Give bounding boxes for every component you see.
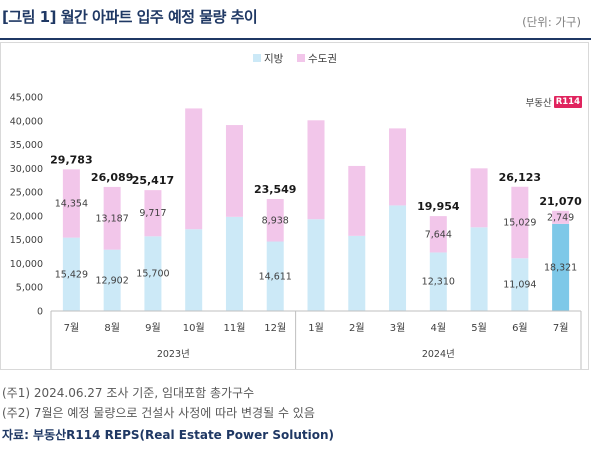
- value-label-capital: 9,717: [139, 208, 166, 219]
- unit-label: (단위: 가구): [522, 15, 581, 29]
- bar-region: [103, 249, 121, 311]
- x-tick-label: 1월: [308, 322, 324, 334]
- total-label: 29,783: [50, 153, 92, 166]
- value-label-capital: 2,749: [547, 212, 574, 223]
- x-tick-label: 6월: [512, 322, 528, 334]
- bar-region: [144, 236, 162, 311]
- y-tick-label: 5,000: [16, 283, 43, 294]
- bar-capital: [144, 190, 162, 237]
- bar-region: [429, 252, 447, 311]
- bar-region: [470, 227, 488, 311]
- value-label-region: 11,094: [503, 280, 536, 291]
- footnote-1: (주1) 2024.06.27 조사 기준, 임대포함 총가구수: [2, 386, 255, 400]
- title-rule: [0, 38, 591, 40]
- footnote-2: (주2) 7월은 예정 물량으로 건설사 사정에 따라 변경될 수 있음: [2, 406, 315, 420]
- y-tick-label: 40,000: [10, 116, 43, 127]
- x-tick-label: 7월: [64, 322, 80, 334]
- x-tick-label: 5월: [471, 322, 487, 334]
- bar-capital: [389, 128, 407, 206]
- bar-region: [185, 229, 203, 311]
- bar-capital: [348, 165, 366, 236]
- y-tick-label: 15,000: [10, 235, 43, 246]
- bar-capital: [266, 199, 284, 242]
- legend-swatch-capital: [297, 54, 305, 62]
- value-label-capital: 7,644: [425, 229, 452, 240]
- logo-badge: R114: [553, 96, 582, 108]
- bar-capital: [307, 120, 325, 220]
- x-tick-label: 7월: [553, 322, 569, 334]
- bar-region: [225, 216, 243, 311]
- y-tick-label: 35,000: [10, 140, 43, 151]
- bar-capital: [511, 186, 529, 259]
- footnotes: (주1) 2024.06.27 조사 기준, 임대포함 총가구수 (주2) 7월…: [2, 383, 315, 423]
- x-tick-label: 8월: [104, 322, 120, 334]
- brand-logo: 부동산 R114: [525, 95, 582, 109]
- total-label: 26,123: [499, 171, 541, 184]
- x-tick-label: 4월: [431, 322, 447, 334]
- bar-capital: [225, 125, 243, 217]
- y-tick-label: 30,000: [10, 164, 43, 175]
- bar-region: [307, 219, 325, 311]
- x-tick-label: 9월: [145, 322, 161, 334]
- value-label-region: 15,429: [55, 269, 88, 280]
- chart-title: [그림 1] 월간 아파트 입주 예정 물량 추이: [2, 8, 258, 26]
- value-label-capital: 14,354: [55, 198, 88, 209]
- y-tick-label: 0: [37, 307, 43, 318]
- x-tick-label: 10월: [183, 322, 205, 334]
- bar-region: [266, 241, 284, 311]
- total-label: 23,549: [254, 183, 296, 196]
- legend-label-region: 지방: [264, 53, 284, 65]
- value-label-region: 12,310: [422, 277, 455, 288]
- stacked-bar-chart: 지방 수도권 0 5,000 10,000 15,000 20,000 25,000 30,00…: [10, 53, 582, 369]
- legend-swatch-region: [253, 54, 261, 62]
- source-note: 자료: 부동산R114 REPS(Real Estate Power Solut…: [2, 428, 335, 442]
- year-label: 2024년: [422, 349, 455, 360]
- value-label-region: 18,321: [544, 262, 577, 273]
- bar-region: [389, 205, 407, 311]
- x-tick-label: 12월: [264, 322, 286, 334]
- bar-capital: [185, 108, 203, 230]
- chart-area: 지방 수도권 0 5,000 10,000 15,000 20,000 25,000 30,00…: [0, 42, 589, 370]
- y-tick-label: 20,000: [10, 211, 43, 222]
- total-label: 25,417: [132, 174, 174, 187]
- legend-label-capital: 수도권: [308, 53, 337, 65]
- value-label-region: 15,700: [136, 269, 169, 280]
- bar-capital: [62, 169, 80, 238]
- bar-capital: [429, 216, 447, 253]
- value-label-capital: 8,938: [262, 215, 289, 226]
- bar-capital: [552, 210, 570, 224]
- value-label-capital: 15,029: [503, 218, 536, 229]
- bar-capital: [470, 168, 488, 228]
- bar-capital: [103, 186, 121, 250]
- x-tick-label: 11월: [223, 322, 245, 334]
- x-tick-label: 3월: [390, 322, 406, 334]
- bar-region: [511, 258, 529, 311]
- value-label-capital: 13,187: [96, 213, 129, 224]
- y-tick-label: 45,000: [10, 93, 43, 104]
- y-tick-label: 10,000: [10, 259, 43, 270]
- total-label: 19,954: [417, 200, 460, 213]
- logo-text: 부동산: [525, 98, 552, 109]
- bar-region: [552, 223, 570, 311]
- bar-region: [348, 235, 366, 311]
- bar-region: [62, 237, 80, 311]
- total-label: 21,070: [539, 195, 582, 208]
- value-label-region: 14,611: [259, 271, 292, 282]
- x-tick-label: 2월: [349, 322, 365, 334]
- year-label: 2023년: [157, 349, 190, 360]
- y-tick-label: 25,000: [10, 188, 43, 199]
- value-label-region: 12,902: [96, 275, 129, 286]
- total-label: 26,089: [91, 171, 133, 184]
